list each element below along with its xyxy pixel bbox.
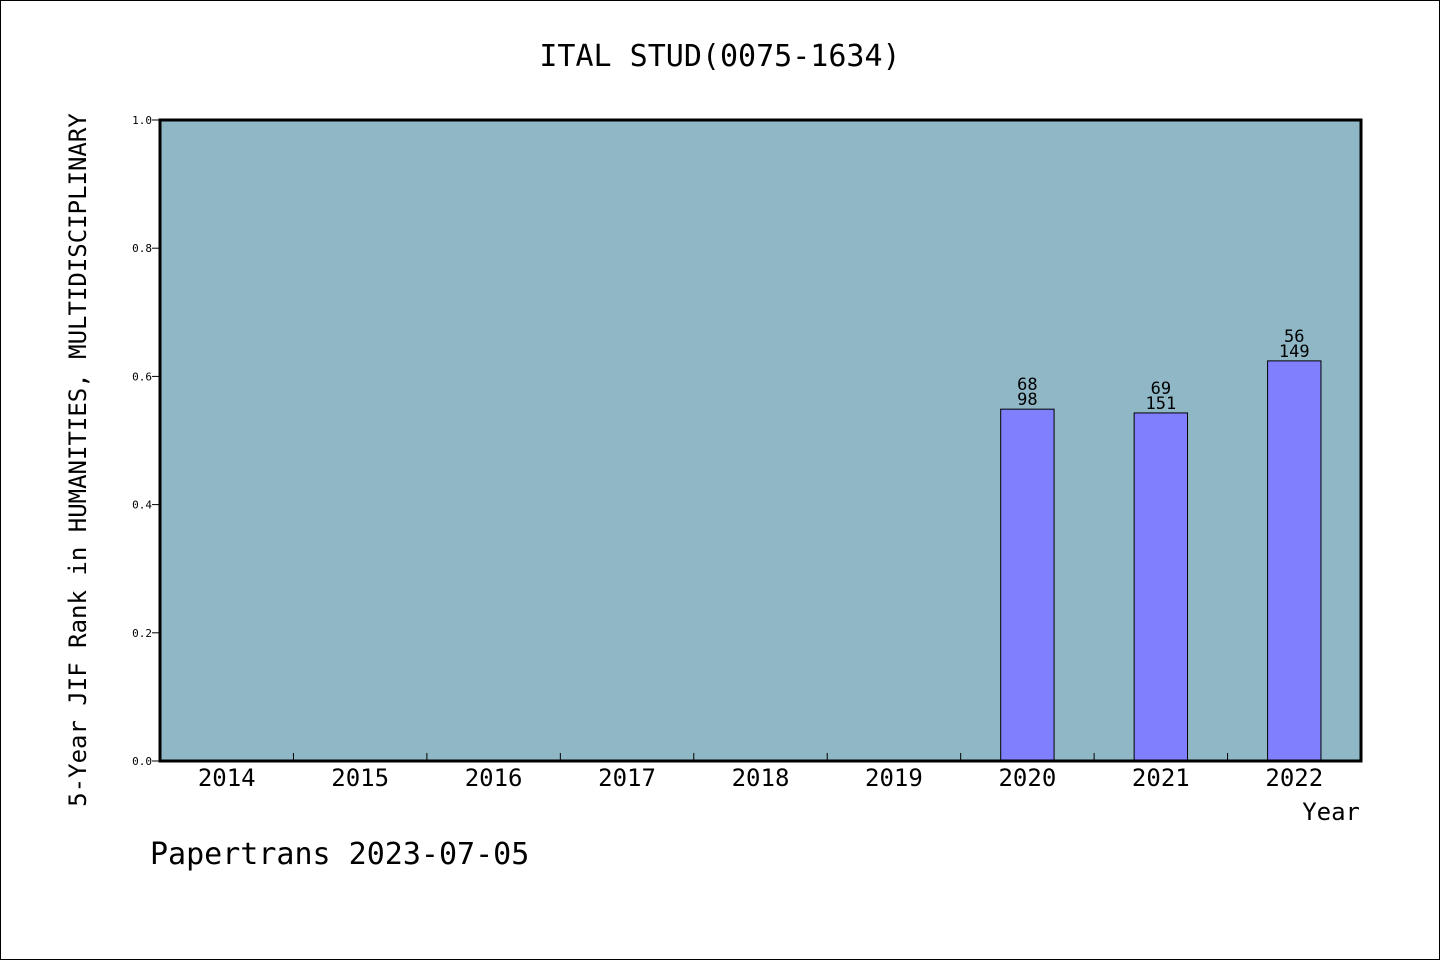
footer-text: Papertrans 2023-07-05 <box>150 837 529 872</box>
x-tick-label: 2016 <box>465 764 523 792</box>
x-tick-label: 2021 <box>1132 764 1190 792</box>
x-tick-label: 2019 <box>865 764 923 792</box>
x-ticks-group: 2014 2015 2016 2017 2018 2019 2020 2021 2022 <box>198 753 1323 792</box>
x-tick-label: 2015 <box>331 764 389 792</box>
bar-label-total: 151 <box>1145 394 1176 414</box>
bar-label-rank: 56 <box>1284 327 1304 347</box>
x-tick-label: 2014 <box>198 764 256 792</box>
y-ticks-group: 0.0 0.2 0.4 0.6 0.8 1.0 <box>132 114 160 768</box>
bar-2021 <box>1133 412 1189 762</box>
x-tick-label: 2022 <box>1265 764 1323 792</box>
bar-label-rank: 68 <box>1017 375 1037 395</box>
y-tick-label: 0.0 <box>132 755 152 768</box>
y-tick-label: 0.2 <box>132 627 152 640</box>
x-tick-label: 2020 <box>998 764 1056 792</box>
y-tick-label: 0.8 <box>132 242 152 255</box>
x-tick-label: 2018 <box>732 764 790 792</box>
y-tick-label: 0.4 <box>132 499 152 512</box>
plot-border <box>158 118 1363 763</box>
bar-label-total: 149 <box>1279 342 1310 362</box>
bar-2022 <box>1267 360 1322 762</box>
bars-group <box>1000 360 1322 762</box>
y-tick-label: 0.6 <box>132 370 152 383</box>
bar-label-rank: 69 <box>1151 379 1171 399</box>
y-tick-label: 1.0 <box>132 114 152 127</box>
bar-2020 <box>1000 408 1055 762</box>
bar-label-total: 98 <box>1017 390 1037 410</box>
chart-title: ITAL STUD(0075-1634) <box>539 39 900 74</box>
x-tick-label: 2017 <box>598 764 656 792</box>
x-axis-label: Year <box>1302 798 1360 826</box>
y-axis-label: 5-Year JIF Rank in HUMANITIES, MULTIDISC… <box>64 113 92 807</box>
